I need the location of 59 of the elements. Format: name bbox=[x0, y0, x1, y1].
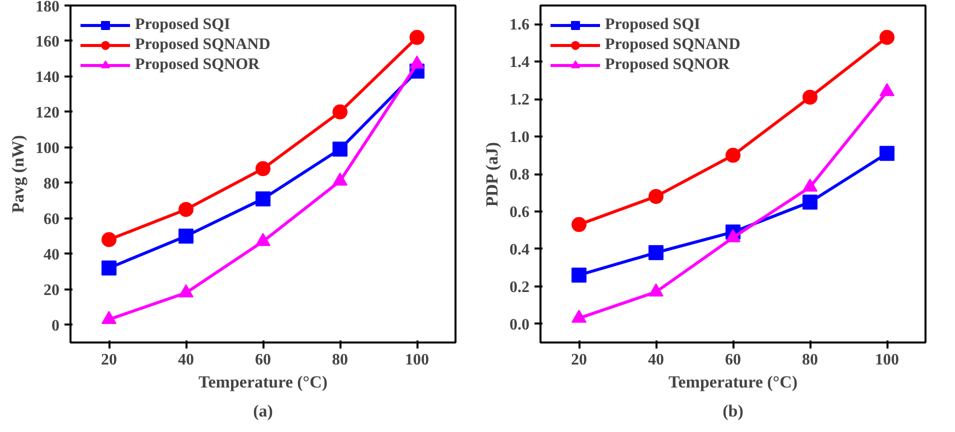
legend-label: Proposed SQNAND bbox=[605, 36, 740, 54]
y-tick-label: 0.4 bbox=[510, 241, 530, 258]
y-tick-label: 120 bbox=[36, 104, 60, 122]
y-tick-label: 80 bbox=[44, 175, 60, 192]
point bbox=[880, 146, 894, 161]
x-tick-label: 80 bbox=[802, 352, 818, 368]
point bbox=[802, 194, 818, 210]
y-tick-label: 1.2 bbox=[510, 92, 530, 109]
y-tick-label: 1.4 bbox=[510, 54, 530, 72]
point bbox=[178, 202, 194, 217]
y-tick-label: 0 bbox=[52, 317, 60, 334]
y-tick-label: 100 bbox=[36, 140, 60, 157]
point bbox=[802, 90, 818, 105]
y-tick-label: 20 bbox=[44, 282, 60, 299]
x-tick-label: 100 bbox=[875, 352, 899, 368]
legend-label: Proposed SQI bbox=[605, 16, 700, 34]
x-tick-label: 40 bbox=[648, 352, 664, 368]
x-axis-title: Temperature (°C) bbox=[668, 372, 798, 392]
legend-label: Proposed SQI bbox=[135, 16, 230, 34]
point bbox=[102, 260, 116, 276]
point bbox=[880, 30, 894, 45]
point bbox=[572, 268, 586, 283]
x-tick-label: 20 bbox=[101, 352, 117, 368]
y-axis-title: Pavg (nW) bbox=[8, 135, 28, 213]
y-tick-label: 0.0 bbox=[510, 316, 530, 334]
point bbox=[332, 142, 348, 157]
y-tick-label: 40 bbox=[44, 246, 60, 264]
text: (a) bbox=[253, 402, 273, 420]
y-tick-label: 0.6 bbox=[510, 204, 530, 221]
x-tick-label: 60 bbox=[725, 352, 741, 368]
text: (b) bbox=[722, 402, 744, 420]
point bbox=[726, 148, 740, 163]
y-tick-label: 1.0 bbox=[510, 129, 530, 146]
point bbox=[102, 232, 116, 248]
y-tick-label: 160 bbox=[36, 33, 60, 50]
point bbox=[648, 188, 664, 204]
legend-label: Proposed SQNOR bbox=[605, 56, 730, 74]
legend-label: Proposed SQNOR bbox=[135, 56, 260, 74]
y-tick-label: 1.6 bbox=[510, 16, 530, 34]
legend-label: Proposed SQNAND bbox=[135, 36, 270, 54]
y-tick-label: 60 bbox=[44, 210, 60, 228]
x-tick-label: 100 bbox=[405, 352, 429, 368]
point bbox=[256, 191, 270, 206]
x-axis-title: Temperature (°C) bbox=[198, 372, 328, 392]
y-axis-title: PDP (aJ) bbox=[482, 142, 502, 207]
point bbox=[178, 228, 194, 244]
x-tick-label: 60 bbox=[255, 352, 271, 368]
y-tick-label: 0.2 bbox=[510, 278, 530, 296]
y-tick-label: 180 bbox=[36, 0, 60, 16]
y-tick-label: 0.8 bbox=[510, 166, 530, 184]
point bbox=[572, 217, 586, 232]
x-tick-label: 20 bbox=[571, 352, 587, 368]
y-tick-label: 140 bbox=[36, 68, 60, 86]
x-tick-label: 80 bbox=[332, 352, 348, 368]
point bbox=[648, 245, 664, 260]
point bbox=[256, 161, 270, 176]
point bbox=[410, 30, 424, 45]
point bbox=[332, 104, 348, 120]
x-tick-label: 40 bbox=[178, 352, 194, 368]
